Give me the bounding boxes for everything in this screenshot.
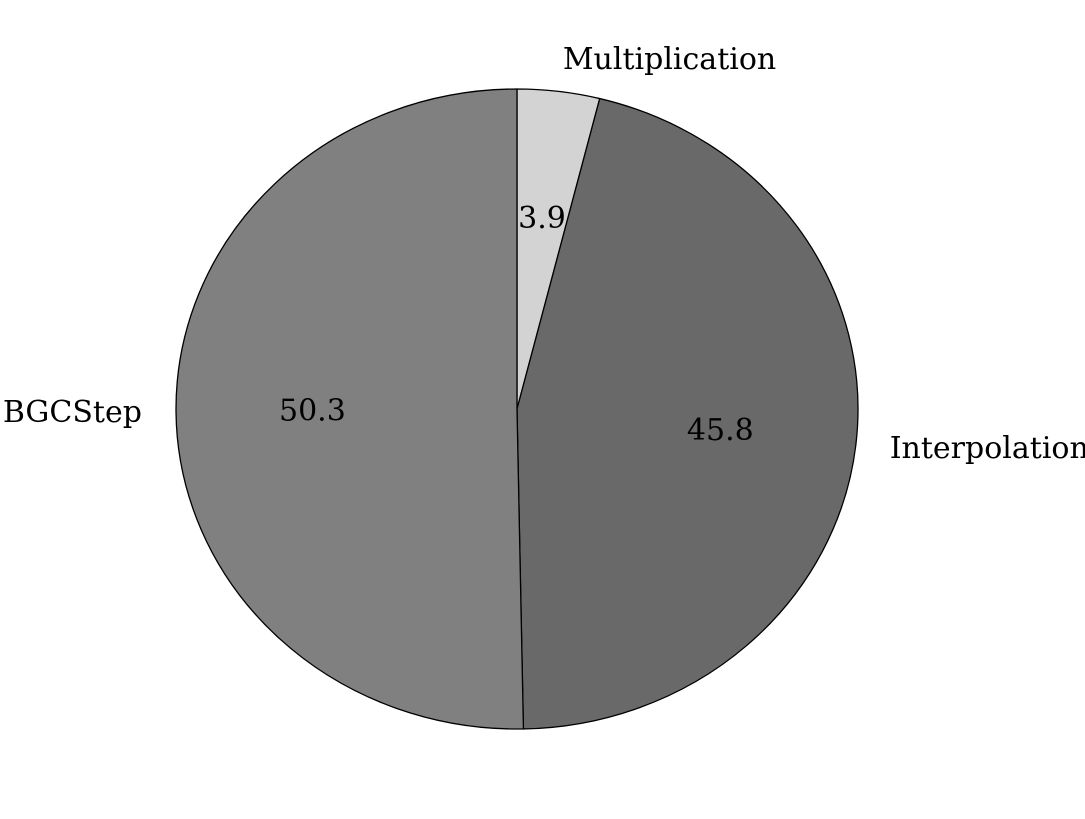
slice-category-label-bgcstep: BGCStep [3,395,142,430]
slice-category-label-multiplication: Multiplication [563,42,776,77]
slice-value-label-bgcstep: 50.3 [279,393,346,428]
slice-value-label-multiplication: 3.9 [518,201,566,236]
pie-slice-interpolation [516,97,859,730]
slice-category-label-interpolation: Interpolation [890,431,1085,466]
pie-value-labels: 3.9 45.8 50.3 [279,201,754,448]
pie-slice-bgcstep [175,88,525,730]
slice-value-label-interpolation: 45.8 [687,413,754,448]
pie-slices [175,88,859,730]
pie-category-labels: Multiplication Interpolation BGCStep [3,42,1085,466]
